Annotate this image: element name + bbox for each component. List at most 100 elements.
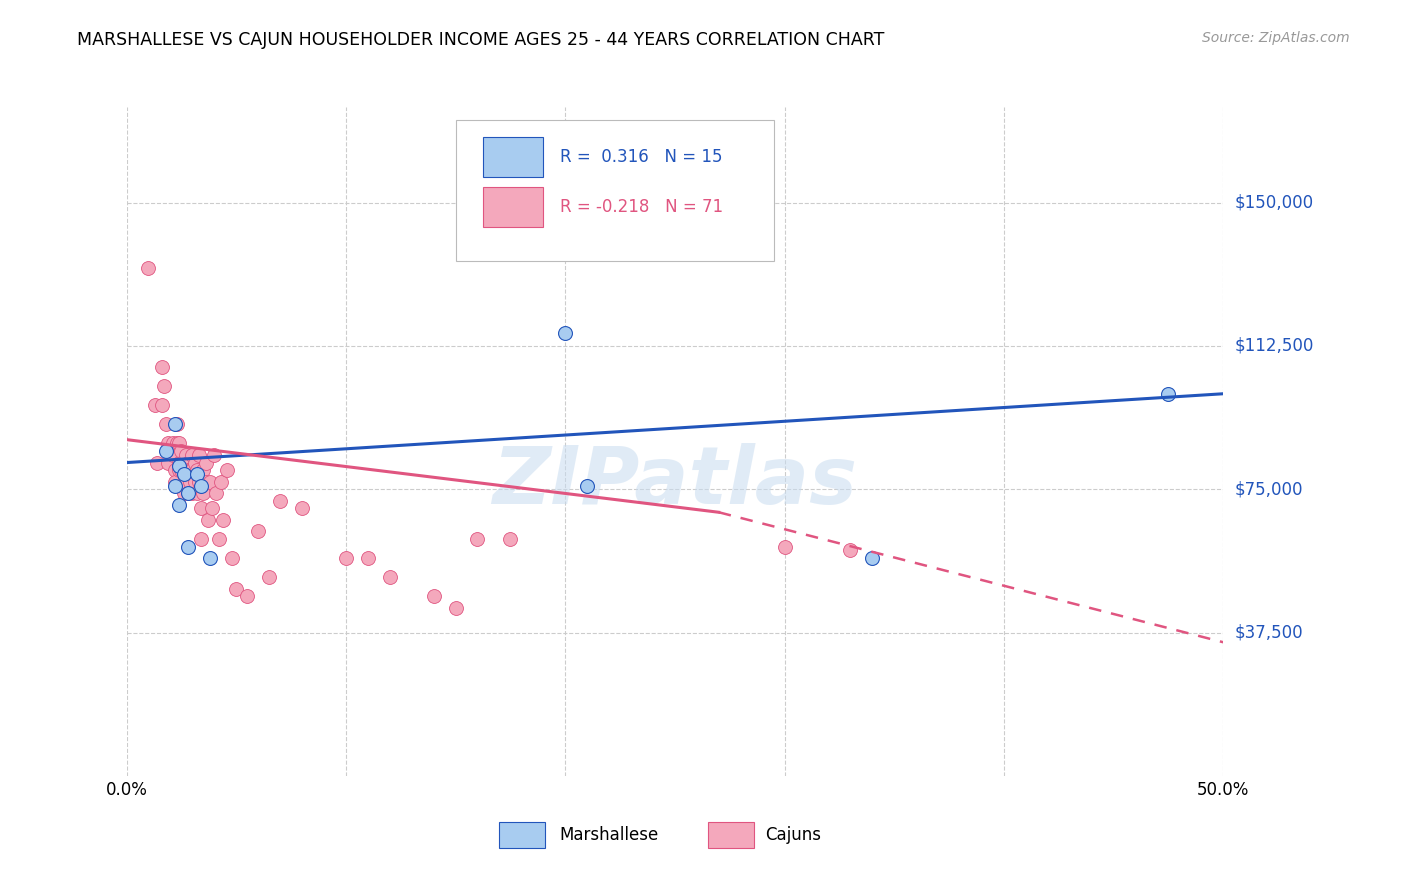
Point xyxy=(177,486,200,500)
Point xyxy=(269,493,291,508)
Point xyxy=(174,475,197,489)
Point xyxy=(190,478,212,492)
Point xyxy=(181,486,204,500)
Point xyxy=(225,582,247,596)
Text: Source: ZipAtlas.com: Source: ZipAtlas.com xyxy=(1202,31,1350,45)
Point xyxy=(209,475,232,489)
Point xyxy=(467,532,489,546)
Point xyxy=(162,436,184,450)
Point xyxy=(576,478,599,492)
Point xyxy=(186,463,208,477)
Point xyxy=(167,459,190,474)
Point xyxy=(179,463,201,477)
Point xyxy=(167,456,190,470)
Point xyxy=(197,513,219,527)
Point xyxy=(257,570,280,584)
Point xyxy=(208,532,231,546)
Point xyxy=(183,456,205,470)
Point xyxy=(201,501,224,516)
Point xyxy=(193,486,215,500)
Point xyxy=(194,456,217,470)
Point xyxy=(554,326,576,340)
Text: $75,000: $75,000 xyxy=(1234,480,1303,499)
Point xyxy=(198,475,221,489)
Point xyxy=(173,486,195,500)
Point xyxy=(150,359,173,374)
Point xyxy=(177,456,200,470)
Point xyxy=(138,260,160,275)
Point xyxy=(422,590,444,604)
Point xyxy=(174,463,197,477)
Point xyxy=(247,524,270,539)
Point xyxy=(143,398,166,412)
Point xyxy=(335,551,357,566)
Point xyxy=(221,551,243,566)
Text: R = -0.218   N = 71: R = -0.218 N = 71 xyxy=(560,198,723,217)
Point xyxy=(163,417,186,432)
Point xyxy=(1157,386,1180,401)
Point xyxy=(194,475,217,489)
Point xyxy=(170,444,193,458)
Point xyxy=(157,436,180,450)
Point xyxy=(181,448,204,462)
Point xyxy=(190,501,212,516)
Point xyxy=(167,498,190,512)
Point xyxy=(860,551,883,566)
Point xyxy=(146,456,169,470)
Text: Cajuns: Cajuns xyxy=(765,826,821,844)
Point xyxy=(193,463,215,477)
Point xyxy=(181,463,204,477)
Point xyxy=(170,463,193,477)
Text: ZIPatlas: ZIPatlas xyxy=(492,442,858,521)
Point xyxy=(291,501,314,516)
Point xyxy=(177,540,200,554)
Text: $37,500: $37,500 xyxy=(1234,624,1303,641)
Point xyxy=(173,467,195,481)
Point xyxy=(155,417,177,432)
Point xyxy=(170,456,193,470)
Point xyxy=(177,486,200,500)
Point xyxy=(155,444,177,458)
Point xyxy=(179,475,201,489)
Point xyxy=(839,543,862,558)
Point xyxy=(157,456,180,470)
Point xyxy=(187,475,209,489)
Text: $112,500: $112,500 xyxy=(1234,337,1313,355)
Point xyxy=(378,570,401,584)
Point xyxy=(150,398,173,412)
Point xyxy=(202,448,225,462)
Point xyxy=(167,436,190,450)
Point xyxy=(162,448,184,462)
Point xyxy=(163,478,186,492)
Point xyxy=(177,463,200,477)
FancyBboxPatch shape xyxy=(456,120,773,260)
Text: R =  0.316   N = 15: R = 0.316 N = 15 xyxy=(560,148,723,166)
Point xyxy=(444,600,467,615)
Point xyxy=(190,532,212,546)
Bar xyxy=(484,137,543,178)
Point xyxy=(163,475,186,489)
Point xyxy=(205,486,228,500)
Point xyxy=(212,513,235,527)
Point xyxy=(217,463,239,477)
Point xyxy=(357,551,380,566)
Text: MARSHALLESE VS CAJUN HOUSEHOLDER INCOME AGES 25 - 44 YEARS CORRELATION CHART: MARSHALLESE VS CAJUN HOUSEHOLDER INCOME … xyxy=(77,31,884,49)
Point xyxy=(153,379,176,393)
Point xyxy=(174,448,197,462)
Bar xyxy=(707,822,754,848)
Point xyxy=(186,467,208,481)
Point xyxy=(773,540,796,554)
Point xyxy=(163,463,186,477)
Point xyxy=(173,475,195,489)
Text: $150,000: $150,000 xyxy=(1234,194,1313,211)
Point xyxy=(236,590,259,604)
Text: Marshallese: Marshallese xyxy=(560,826,659,844)
Point xyxy=(499,532,522,546)
Bar xyxy=(499,822,546,848)
Point xyxy=(198,551,221,566)
Point xyxy=(166,436,188,450)
Bar xyxy=(484,187,543,227)
Point xyxy=(167,463,190,477)
Point xyxy=(166,417,188,432)
Point xyxy=(186,486,208,500)
